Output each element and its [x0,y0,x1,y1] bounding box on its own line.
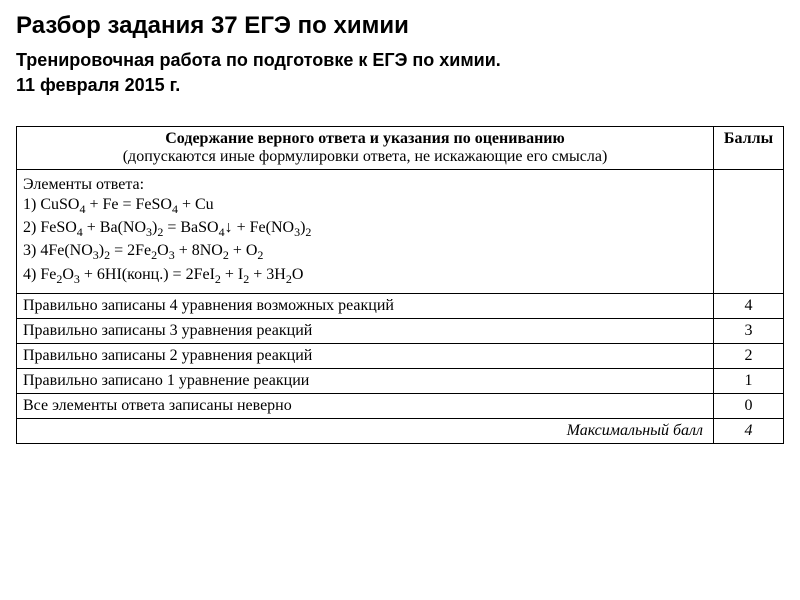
rubric-text: Правильно записаны 2 уравнения реакций [17,343,714,368]
max-score-value: 4 [714,418,784,443]
table-header-row: Содержание верного ответа и указания по … [17,127,784,170]
scoring-table: Содержание верного ответа и указания по … [16,126,784,444]
rubric-text: Правильно записаны 4 уравнения возможных… [17,293,714,318]
rubric-score: 1 [714,368,784,393]
rubric-score: 4 [714,293,784,318]
rubric-row: Все элементы ответа записаны неверно 0 [17,393,784,418]
max-score-row: Максимальный балл 4 [17,418,784,443]
page-title: Разбор задания 37 ЕГЭ по химии [16,12,784,40]
rubric-score: 0 [714,393,784,418]
equation-2: 2) FeSO4 + Ba(NO3)2 = BaSO4↓ + Fe(NO3)2 [23,219,707,240]
rubric-row: Правильно записаны 2 уравнения реакций 2 [17,343,784,368]
answer-elements-row: Элементы ответа: 1) CuSO4 + Fe = FeSO4 +… [17,170,784,294]
equation-4: 4) Fe2O3 + 6HI(конц.) = 2FeI2 + I2 + 3H2… [23,266,707,287]
page-subtitle: Тренировочная работа по подготовке к ЕГЭ… [16,50,784,71]
equation-1: 1) CuSO4 + Fe = FeSO4 + Cu [23,196,707,217]
answer-intro: Элементы ответа: [23,176,707,194]
answer-elements-score [714,170,784,294]
rubric-score: 3 [714,318,784,343]
rubric-text: Правильно записано 1 уравнение реакции [17,368,714,393]
header-note-text: (допускаются иные формулировки ответа, н… [23,148,707,166]
equation-3: 3) 4Fe(NO3)2 = 2Fe2O3 + 8NO2 + O2 [23,242,707,263]
rubric-text: Правильно записаны 3 уравнения реакций [17,318,714,343]
answer-elements-cell: Элементы ответа: 1) CuSO4 + Fe = FeSO4 +… [17,170,714,294]
max-score-label: Максимальный балл [17,418,714,443]
rubric-row: Правильно записано 1 уравнение реакции 1 [17,368,784,393]
header-main-text: Содержание верного ответа и указания по … [23,130,707,148]
rubric-score: 2 [714,343,784,368]
page-date: 11 февраля 2015 г. [16,75,784,96]
header-content-cell: Содержание верного ответа и указания по … [17,127,714,170]
rubric-row: Правильно записаны 4 уравнения возможных… [17,293,784,318]
rubric-row: Правильно записаны 3 уравнения реакций 3 [17,318,784,343]
header-score-cell: Баллы [714,127,784,170]
rubric-text: Все элементы ответа записаны неверно [17,393,714,418]
